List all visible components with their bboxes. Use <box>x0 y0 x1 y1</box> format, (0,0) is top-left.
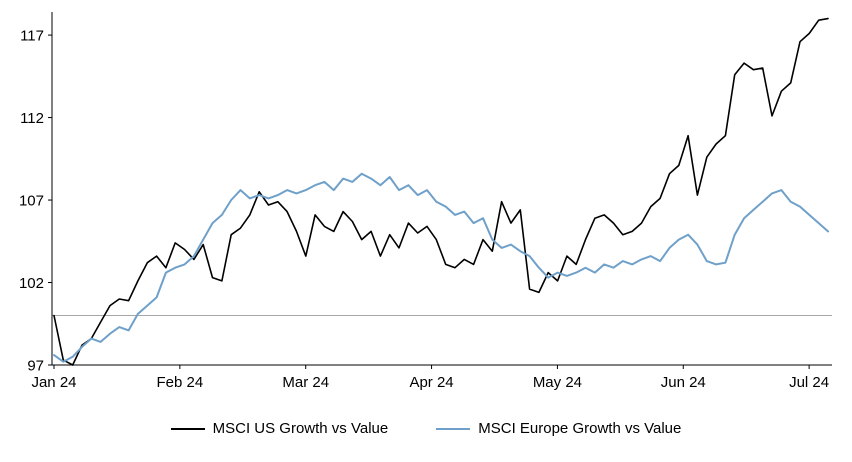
y-tick-label: 112 <box>20 110 44 127</box>
us-line-swatch <box>170 427 205 430</box>
series-us-line <box>53 17 829 366</box>
y-tick-label: 117 <box>20 27 44 44</box>
europe-line-swatch <box>436 427 471 430</box>
y-tick-label: 97 <box>27 357 44 374</box>
x-tick-label: Mar 24 <box>282 374 329 391</box>
legend-label-us: MSCI US Growth vs Value <box>212 420 389 437</box>
legend-label-europe: MSCI Europe Growth vs Value <box>478 420 682 437</box>
legend-item-europe: MSCI Europe Growth vs Value <box>436 420 681 437</box>
y-tick-label: 102 <box>19 275 44 292</box>
line-chart-canvas: 97 102 107 112 117 Jan 24 Feb 24 Mar 24 Apr 24 Ma… <box>19 12 832 391</box>
series-europe-line <box>53 172 829 363</box>
x-tick-label: Jan 24 <box>31 374 76 391</box>
x-tick-label: Jul 24 <box>789 374 829 391</box>
x-tick-label: Apr 24 <box>409 374 453 391</box>
x-tick-label: May 24 <box>533 374 582 391</box>
x-tick-label: Feb 24 <box>157 374 204 391</box>
y-tick-label: 107 <box>19 192 44 209</box>
chart-legend: MSCI US Growth vs Value MSCI Europe Grow… <box>0 420 852 437</box>
x-tick-label: Jun 24 <box>661 374 706 391</box>
legend-item-us: MSCI US Growth vs Value <box>170 420 389 437</box>
